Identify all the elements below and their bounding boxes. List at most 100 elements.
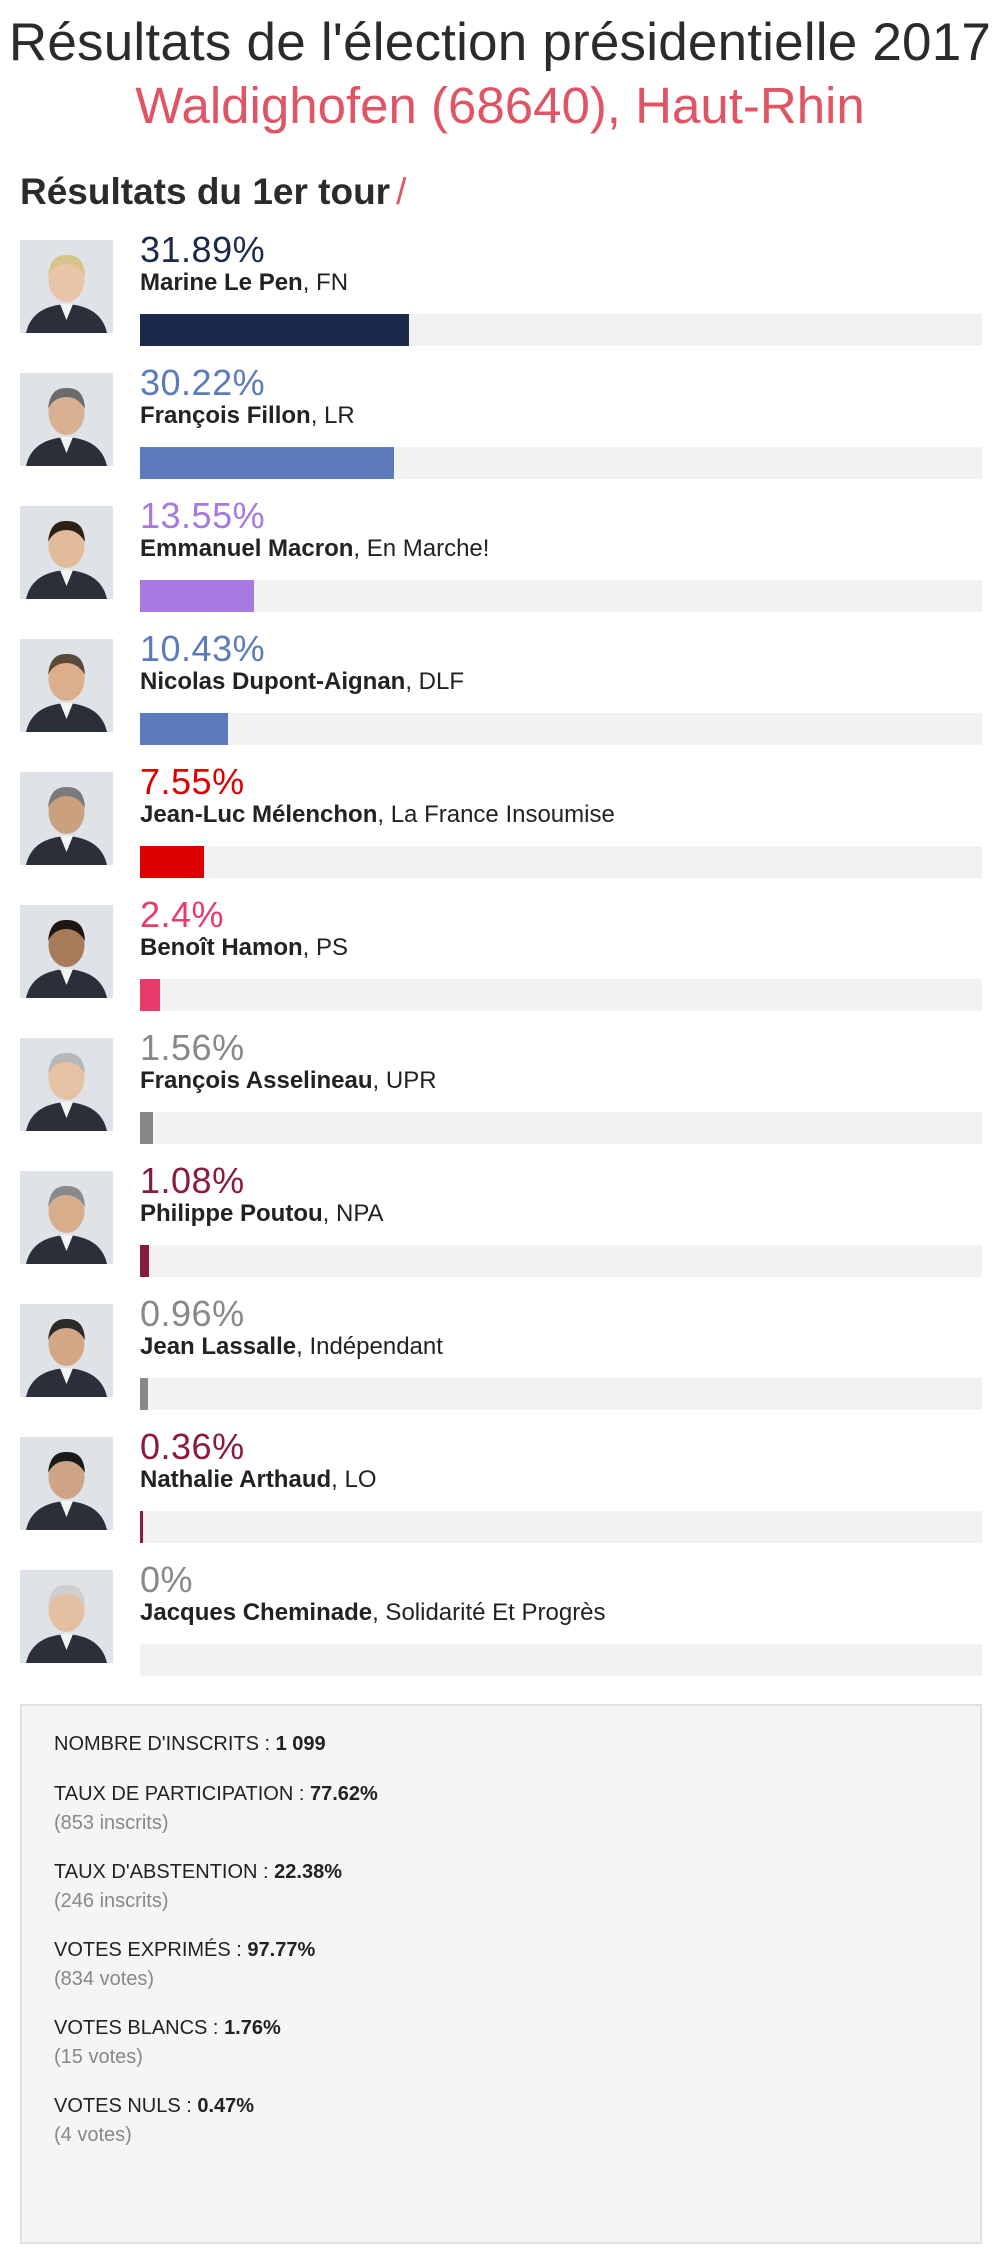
result-bar-track — [140, 846, 982, 878]
candidate-name-line: François Fillon, LR — [140, 401, 982, 431]
candidate-party: , FN — [302, 269, 349, 296]
result-bar-track — [140, 713, 982, 745]
section-title-text: Résultats du 1er tour — [20, 171, 391, 212]
stat-label: VOTES NULS : — [54, 2095, 198, 2117]
candidate-percentage: 0.36% — [140, 1426, 245, 1467]
candidates-list: 31.89% Marine Le Pen, FN 30.22% François Fi… — [0, 228, 1000, 1691]
section-title-slash: / — [396, 171, 407, 212]
candidate-photo — [20, 639, 113, 732]
stat-detail: (4 votes) — [54, 2124, 132, 2146]
stat-detail: (853 inscrits) — [54, 1812, 169, 1834]
candidate-portrait-icon — [20, 1171, 113, 1264]
candidate-row: 0.36% Nathalie Arthaud, LO — [0, 1425, 1000, 1558]
candidate-percentage: 1.08% — [140, 1160, 245, 1201]
commune-subtitle: Waldighofen (68640), Haut-Rhin — [135, 77, 865, 134]
page-title: Résultats de l'élection présidentielle 2… — [8, 13, 992, 72]
header: Résultats de l'élection présidentielle 2… — [0, 0, 1000, 136]
stat-item: NOMBRE D'INSCRITS : 1 099 — [54, 1730, 948, 1759]
stat-line: VOTES EXPRIMÉS : 97.77% — [54, 1936, 948, 1965]
candidate-percentage: 2.4% — [140, 894, 225, 935]
result-bar-fill — [140, 713, 228, 745]
candidate-row: 30.22% François Fillon, LR — [0, 361, 1000, 494]
result-bar-track — [140, 1511, 982, 1543]
candidate-photo — [20, 240, 113, 333]
stat-line: VOTES NULS : 0.47% — [54, 2092, 948, 2121]
candidate-row: 10.43% Nicolas Dupont-Aignan, DLF — [0, 627, 1000, 760]
result-bar-fill — [140, 1112, 154, 1144]
candidate-portrait-icon — [20, 639, 113, 732]
candidate-name-line: Emmanuel Macron, En Marche! — [140, 534, 982, 564]
stat-line: TAUX DE PARTICIPATION : 77.62% — [54, 1780, 948, 1809]
result-bar-track — [140, 1644, 982, 1676]
stat-value: 77.62% — [309, 1783, 378, 1805]
section-title: Résultats du 1er tour / — [20, 170, 1000, 214]
candidate-info: 30.22% François Fillon, LR — [140, 361, 982, 479]
candidate-name: Nicolas Dupont-Aignan — [140, 668, 406, 695]
stat-value: 1 099 — [275, 1733, 326, 1755]
candidate-party: , La France Insoumise — [377, 801, 615, 828]
candidate-name-line: François Asselineau, UPR — [140, 1066, 982, 1096]
candidate-name-line: Jacques Cheminade, Solidarité Et Progrès — [140, 1598, 982, 1628]
candidate-name: Philippe Poutou — [140, 1200, 323, 1227]
candidate-info: 1.08% Philippe Poutou, NPA — [140, 1159, 982, 1277]
stat-item: VOTES BLANCS : 1.76% (15 votes) — [54, 2014, 948, 2071]
stat-value: 1.76% — [224, 2017, 281, 2039]
candidate-portrait-icon — [20, 1570, 113, 1663]
candidate-party: , DLF — [405, 668, 465, 695]
candidate-info: 0.96% Jean Lassalle, Indépendant — [140, 1292, 982, 1410]
stat-value: 97.77% — [247, 1939, 316, 1961]
candidate-photo — [20, 772, 113, 865]
candidate-photo — [20, 506, 113, 599]
candidate-name: François Fillon — [140, 402, 311, 429]
candidate-party: , NPA — [322, 1200, 384, 1227]
candidate-name-line: Benoît Hamon, PS — [140, 933, 982, 963]
candidate-row: 0% Jacques Cheminade, Solidarité Et Progr… — [0, 1558, 1000, 1691]
stat-detail: (246 inscrits) — [54, 1890, 169, 1912]
candidate-party: , LO — [331, 1466, 377, 1493]
stat-detail: (834 votes) — [54, 1968, 155, 1990]
result-bar-fill — [140, 314, 409, 346]
candidate-info: 13.55% Emmanuel Macron, En Marche! — [140, 494, 982, 612]
candidate-name: Jacques Cheminade — [140, 1599, 373, 1626]
candidate-name: Jean-Luc Mélenchon — [140, 801, 378, 828]
candidate-portrait-icon — [20, 240, 113, 333]
stats-panel: NOMBRE D'INSCRITS : 1 099 TAUX DE PARTICI… — [20, 1704, 982, 2244]
result-bar-track — [140, 447, 982, 479]
candidate-photo — [20, 1437, 113, 1530]
candidate-percentage: 30.22% — [140, 362, 266, 403]
candidate-row: 31.89% Marine Le Pen, FN — [0, 228, 1000, 361]
candidate-percentage: 13.55% — [140, 495, 266, 536]
stat-item: TAUX DE PARTICIPATION : 77.62% (853 inscr… — [54, 1780, 948, 1837]
stat-value: 0.47% — [197, 2095, 255, 2117]
candidate-photo — [20, 1304, 113, 1397]
candidate-row: 1.08% Philippe Poutou, NPA — [0, 1159, 1000, 1292]
result-bar-track — [140, 1112, 982, 1144]
result-bar-fill — [140, 1245, 150, 1277]
stat-line: VOTES BLANCS : 1.76% — [54, 2014, 948, 2043]
result-bar-fill — [140, 447, 395, 479]
candidate-name: Emmanuel Macron — [140, 535, 354, 562]
candidate-portrait-icon — [20, 1437, 113, 1530]
stat-item: TAUX D'ABSTENTION : 22.38% (246 inscrits) — [54, 1858, 948, 1915]
stat-label: TAUX D'ABSTENTION : — [54, 1861, 275, 1883]
candidate-photo — [20, 905, 113, 998]
candidate-name-line: Nathalie Arthaud, LO — [140, 1465, 982, 1495]
candidate-name: François Asselineau — [140, 1067, 373, 1094]
candidate-portrait-icon — [20, 772, 113, 865]
candidate-name: Nathalie Arthaud — [140, 1466, 332, 1493]
candidate-party: , PS — [302, 934, 349, 961]
result-bar-fill — [140, 580, 255, 612]
candidate-percentage: 1.56% — [140, 1027, 245, 1068]
candidate-portrait-icon — [20, 373, 113, 466]
candidate-row: 2.4% Benoît Hamon, PS — [0, 893, 1000, 1026]
candidate-party: , UPR — [372, 1067, 437, 1094]
candidate-photo — [20, 1570, 113, 1663]
result-bar-track — [140, 1378, 982, 1410]
candidate-info: 0.36% Nathalie Arthaud, LO — [140, 1425, 982, 1543]
candidate-portrait-icon — [20, 1304, 113, 1397]
candidate-name-line: Philippe Poutou, NPA — [140, 1199, 982, 1229]
candidate-info: 31.89% Marine Le Pen, FN — [140, 228, 982, 346]
candidate-photo — [20, 373, 113, 466]
candidate-party: , LR — [310, 402, 355, 429]
stat-item: VOTES NULS : 0.47% (4 votes) — [54, 2092, 948, 2149]
